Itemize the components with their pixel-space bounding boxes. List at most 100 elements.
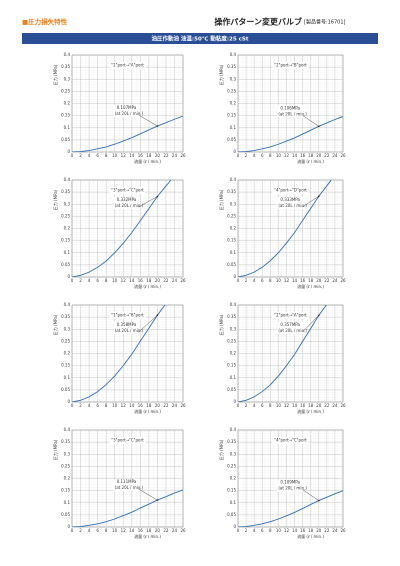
x-tick-label: 0 xyxy=(71,403,74,408)
x-tick-label: 0 xyxy=(71,528,74,533)
x-axis-label: 流量 (ℓ / min.) xyxy=(297,158,324,164)
x-tick-label: 4 xyxy=(253,528,256,533)
condition-bar xyxy=(22,33,378,44)
leader-dot xyxy=(156,195,159,198)
x-tick-label: 10 xyxy=(276,278,282,283)
y-tick-label: 0.4 xyxy=(230,52,237,57)
x-tick-label: 6 xyxy=(96,153,99,158)
x-tick-label: 8 xyxy=(105,403,108,408)
y-tick-label: 0.2 xyxy=(230,101,237,106)
annotation: 0.107MPa xyxy=(117,105,137,110)
annotation: 0.332MPa xyxy=(117,197,137,202)
x-tick-label: 18 xyxy=(146,403,152,408)
annotation-box xyxy=(277,322,304,334)
annotation-box xyxy=(277,197,304,209)
y-tick-label: 0 xyxy=(233,399,236,404)
x-tick-label: 16 xyxy=(300,528,306,533)
x-tick-label: 2 xyxy=(79,528,82,533)
x-tick-label: 12 xyxy=(284,403,290,408)
y-tick-label: 0.4 xyxy=(230,177,237,182)
leader xyxy=(302,489,319,501)
annotation: 0.111MPa xyxy=(117,479,137,484)
y-axis-label: 圧力 (MPa) xyxy=(52,314,58,335)
x-tick-label: 4 xyxy=(253,403,256,408)
y-tick-label: 0 xyxy=(67,524,70,529)
y-axis-label: 圧力 (MPa) xyxy=(52,439,58,460)
y-tick-label: 0.05 xyxy=(61,512,70,517)
x-tick-label: 18 xyxy=(308,153,314,158)
x-tick-label: 0 xyxy=(237,278,240,283)
leader xyxy=(302,115,319,127)
x-tick-label: 20 xyxy=(155,153,161,158)
x-tick-label: 20 xyxy=(155,528,161,533)
title-box xyxy=(109,312,146,319)
x-tick-label: 4 xyxy=(253,153,256,158)
x-tick-label: 24 xyxy=(172,403,178,408)
x-tick-label: 16 xyxy=(138,278,144,283)
x-tick-label: 20 xyxy=(155,278,161,283)
y-tick-label: 0.4 xyxy=(64,52,71,57)
x-axis-label: 流量 (ℓ / min.) xyxy=(297,283,324,289)
x-tick-label: 14 xyxy=(129,403,135,408)
annotation: 0.106MPa xyxy=(280,105,300,110)
y-tick-label: 0.35 xyxy=(227,314,236,319)
curve xyxy=(238,116,343,152)
annotation-note: (at 20L / min.) xyxy=(115,111,144,116)
y-tick-label: 0.35 xyxy=(227,439,236,444)
product-number: [製品番号:16701] xyxy=(304,19,346,26)
y-tick-label: 0.1 xyxy=(64,375,71,380)
y-tick-label: 0.3 xyxy=(230,326,237,331)
x-axis-label: 流量 (ℓ / min.) xyxy=(134,283,161,289)
x-tick-label: 24 xyxy=(332,403,338,408)
x-tick-label: 16 xyxy=(138,528,144,533)
x-tick-label: 8 xyxy=(269,278,272,283)
x-tick-label: 20 xyxy=(316,528,322,533)
y-tick-label: 0 xyxy=(67,274,70,279)
annotation-note: (at 20L / min.) xyxy=(115,485,144,490)
y-tick-label: 0.4 xyxy=(64,177,71,182)
title-box xyxy=(272,437,309,444)
y-tick-label: 0.35 xyxy=(61,314,70,319)
y-tick-label: 0.4 xyxy=(64,427,71,432)
chart-title: "3"port→"C"port xyxy=(111,188,144,193)
x-tick-label: 26 xyxy=(180,153,186,158)
y-tick-label: 0.15 xyxy=(227,238,236,243)
y-tick-label: 0.05 xyxy=(227,137,236,142)
y-tick-label: 0.1 xyxy=(230,500,237,505)
title-box xyxy=(109,437,146,444)
x-tick-label: 10 xyxy=(112,278,118,283)
annotation-note: (at 20L / min.) xyxy=(115,328,144,333)
x-tick-label: 24 xyxy=(332,528,338,533)
annotation-note: (at 20L / min.) xyxy=(278,111,307,116)
y-tick-label: 0.05 xyxy=(61,262,70,267)
x-tick-label: 6 xyxy=(261,403,264,408)
y-tick-label: 0.35 xyxy=(61,439,70,444)
x-tick-label: 8 xyxy=(269,528,272,533)
leader xyxy=(302,196,319,208)
x-tick-label: 12 xyxy=(121,278,127,283)
curve xyxy=(238,180,332,277)
annotation-box xyxy=(277,105,304,118)
curve xyxy=(238,305,327,402)
leader-dot xyxy=(317,314,320,317)
y-tick-label: 0.15 xyxy=(227,363,236,368)
x-tick-label: 6 xyxy=(96,403,99,408)
chart-title: "3"port→"C"port xyxy=(111,438,144,443)
x-tick-label: 26 xyxy=(340,403,346,408)
x-tick-label: 24 xyxy=(332,153,338,158)
chart-title: "1"port→"A"port xyxy=(111,63,144,68)
y-tick-label: 0.4 xyxy=(230,302,237,307)
leader xyxy=(138,196,158,208)
annotation-box xyxy=(277,479,304,492)
y-tick-label: 0 xyxy=(233,274,236,279)
x-tick-label: 18 xyxy=(308,528,314,533)
x-axis-label: 流量 (ℓ / min.) xyxy=(297,408,324,414)
chart-title: "4"port→"C"port xyxy=(274,438,307,443)
x-tick-label: 12 xyxy=(121,153,127,158)
x-tick-label: 10 xyxy=(276,153,282,158)
x-tick-label: 10 xyxy=(276,528,282,533)
y-axis-label: 圧力 (MPa) xyxy=(52,189,58,210)
x-tick-label: 18 xyxy=(146,153,152,158)
x-tick-label: 14 xyxy=(292,403,298,408)
